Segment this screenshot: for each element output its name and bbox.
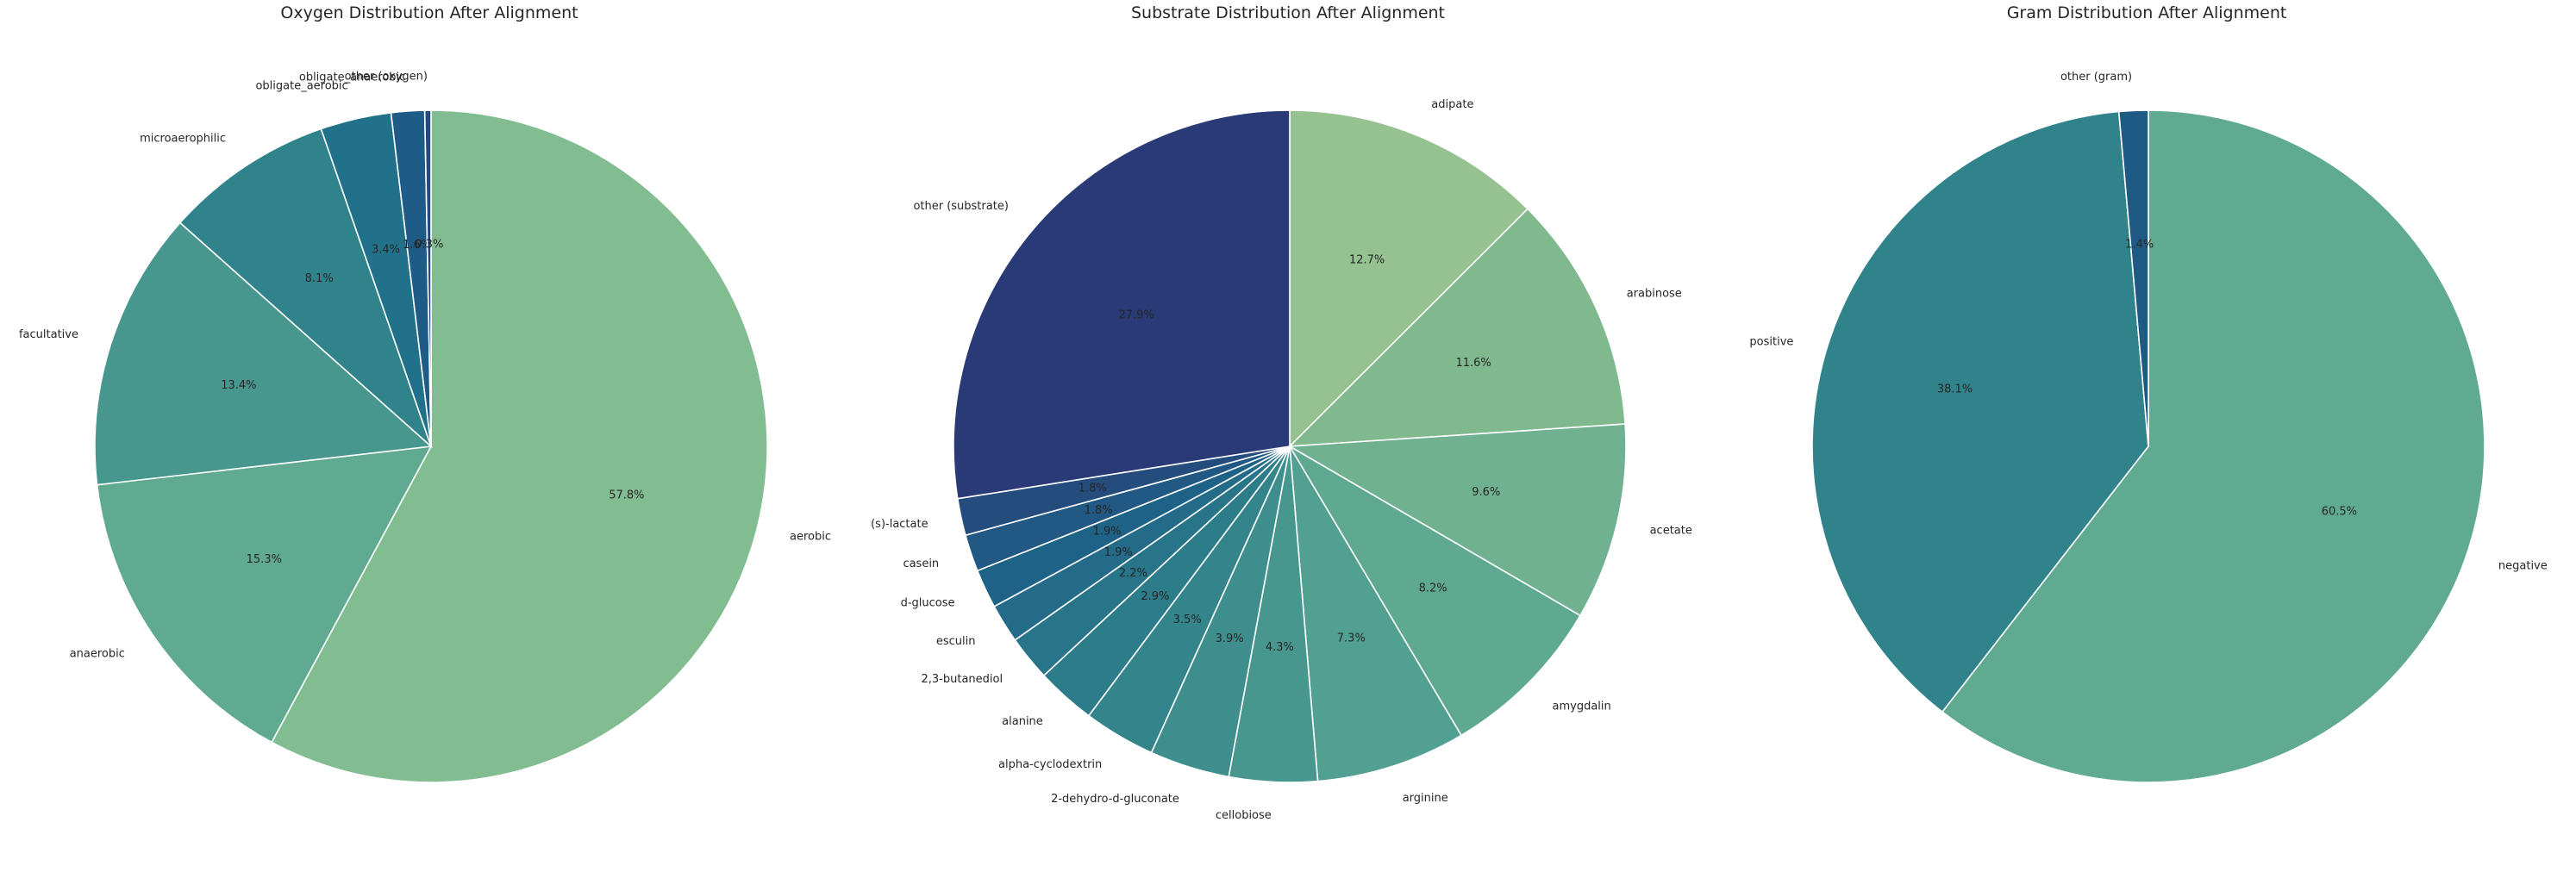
slice-pct-anaerobic: 15.3% [247, 553, 282, 566]
slice-label-alpha-cyclodextrin: alpha-cyclodextrin [998, 758, 1102, 771]
slice-label-other-oxygen: other (oxygen) [345, 71, 428, 84]
slice-label-negative: negative [2498, 560, 2548, 573]
slice-label-s-lactate: (s)-lactate [871, 518, 928, 531]
substrate-pie-chart: adipate 12.7% arabinose 11.6% acetate 9.6% amy… [871, 98, 1692, 822]
slice-label-alanine: alanine [1002, 715, 1043, 728]
slice-pct-adipate: 12.7% [1349, 253, 1385, 266]
gram-pie-panel: Gram Distribution After Alignment negati… [1717, 0, 2576, 872]
pie-slice-acetate [1287, 423, 1627, 617]
slice-pct-facultative: 13.4% [221, 379, 256, 392]
oxygen-chart-title: Oxygen Distribution After Alignment [280, 3, 578, 22]
slice-pct-d-glucose: 1.9% [1093, 526, 1122, 539]
slice-label-2-dehydro-d-gluconate: 2-dehydro-d-gluconate [1051, 793, 1179, 806]
slice-pct-microaerophilic: 8.1% [305, 272, 334, 285]
slice-label-positive: positive [1749, 336, 1793, 349]
slice-pct-s-lactate: 1.8% [1079, 483, 1107, 495]
pie-slice-microaerophilic [178, 128, 433, 449]
slice-pct-amygdalin: 8.2% [1419, 582, 1447, 595]
pie-slice-negative [1941, 109, 2485, 783]
pie-slice-other-substrate [953, 109, 1291, 500]
oxygen-pie-chart: aerobic 57.8% anaerobic 15.3% facultative 13.… [19, 71, 831, 783]
slice-pct-arginine: 7.3% [1337, 632, 1366, 645]
slice-pct-other-gram: 1.4% [2125, 239, 2154, 252]
slice-pct-cellobiose: 4.3% [1266, 641, 1294, 654]
slice-pct-negative: 60.5% [2322, 505, 2357, 518]
gram-chart-title: Gram Distribution After Alignment [2006, 3, 2287, 22]
pie-slice-positive [1811, 110, 2149, 713]
pie-slice-other-gram [2117, 109, 2149, 447]
slice-pct-obligate-anaerobic: 1.6% [403, 239, 431, 252]
substrate-chart-title: Substrate Distribution After Alignment [1130, 3, 1446, 22]
slice-pct-aerobic: 57.8% [609, 489, 644, 502]
slice-label-arginine: arginine [1403, 792, 1448, 805]
slice-pct-obligate-aerobic: 3.4% [372, 244, 400, 257]
slice-pct-2-3-butanediol: 2.2% [1119, 567, 1147, 580]
slice-label-aerobic: aerobic [790, 530, 831, 543]
slice-label-adipate: adipate [1431, 98, 1473, 111]
slice-label-microaerophilic: microaerophilic [140, 133, 226, 146]
slice-label-facultative: facultative [19, 328, 78, 341]
slice-pct-other-substrate: 27.9% [1118, 309, 1154, 322]
pie-slice-aerobic [271, 109, 768, 783]
pie-slice-anaerobic [96, 445, 433, 744]
slice-pct-esculin: 1.9% [1104, 546, 1133, 559]
slice-pct-other-oxygen: 0.3% [415, 239, 443, 252]
slice-pct-alpha-cyclodextrin: 3.5% [1173, 614, 1202, 626]
slice-label-esculin: esculin [936, 635, 976, 648]
gram-pie-chart: negative 60.5% positive 38.1% other (gram) 1.… [1749, 71, 2548, 783]
slice-label-other-substrate: other (substrate) [913, 200, 1008, 213]
pie-slice-arginine [1289, 445, 1463, 782]
pie-slice-adipate [1289, 109, 1529, 448]
slice-pct-2-dehydro-d-gluconate: 3.9% [1216, 632, 1244, 645]
oxygen-pie-panel: Oxygen Distribution After Alignment aero… [0, 0, 859, 872]
slice-label-cellobiose: cellobiose [1216, 809, 1272, 822]
slice-label-casein: casein [903, 557, 939, 570]
pie-slice-amygdalin [1287, 444, 1582, 737]
pie-slice-other-oxygen [423, 109, 432, 447]
slice-label-other-gram: other (gram) [2060, 71, 2132, 84]
slice-pct-positive: 38.1% [1937, 383, 1973, 396]
pie-slice-facultative [94, 221, 433, 486]
slice-label-amygdalin: amygdalin [1553, 701, 1611, 713]
slice-label-2-3-butanediol: 2,3-butanediol [922, 673, 1004, 686]
slice-pct-arabinose: 11.6% [1455, 357, 1491, 370]
slice-pct-casein: 1.8% [1085, 504, 1113, 517]
slice-label-anaerobic: anaerobic [70, 647, 125, 660]
slice-label-arabinose: arabinose [1627, 287, 1682, 300]
slice-label-acetate: acetate [1650, 525, 1692, 538]
slice-pct-acetate: 9.6% [1472, 486, 1500, 499]
slice-label-obligate-anaerobic: obligate_anaerobic [299, 72, 405, 84]
pie-slice-arabinose [1287, 208, 1626, 447]
slice-pct-alanine: 2.9% [1141, 590, 1169, 603]
substrate-pie-panel: Substrate Distribution After Alignment a… [859, 0, 1717, 872]
slice-label-obligate-aerobic: obligate_aerobic [255, 79, 347, 92]
slice-label-d-glucose: d-glucose [901, 596, 955, 609]
